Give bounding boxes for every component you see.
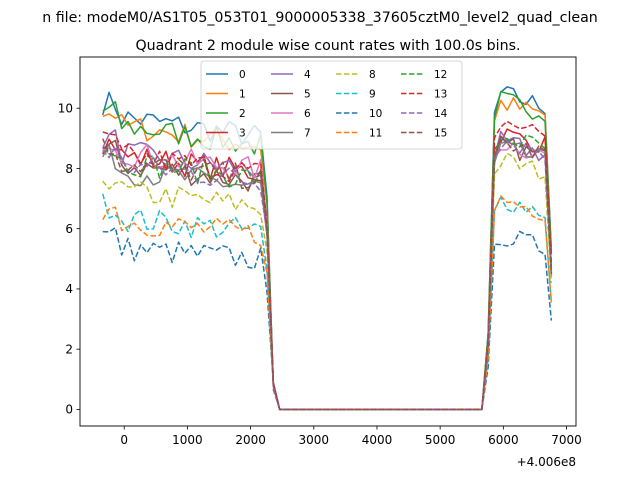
x-tick-label: 0 [120, 433, 128, 447]
x-tick-label: 1000 [172, 433, 203, 447]
legend-label: 1 [239, 89, 246, 101]
y-axis: 0 2 4 6 8 10 [58, 102, 80, 417]
y-tick-label: 4 [65, 282, 73, 296]
series-layer [102, 86, 553, 411]
x-offset-label: +4.006e8 [517, 455, 576, 469]
chart-title: Quadrant 2 module wise count rates with … [135, 38, 520, 54]
y-tick-label: 10 [58, 102, 73, 116]
x-tick-label: 5000 [425, 433, 456, 447]
x-tick-label: 3000 [299, 433, 330, 447]
legend-label: 8 [369, 69, 376, 81]
y-tick-label: 6 [65, 222, 73, 236]
legend-label: 9 [369, 89, 376, 101]
y-tick-label: 8 [65, 162, 73, 176]
legend-label: 6 [304, 108, 311, 120]
x-tick-label: 6000 [488, 433, 519, 447]
legend-label: 12 [434, 69, 447, 81]
legend-label: 4 [304, 69, 311, 81]
legend-label: 5 [304, 89, 311, 101]
legend-label: 10 [369, 108, 382, 120]
legend-label: 3 [239, 128, 246, 140]
x-tick-label: 7000 [551, 433, 582, 447]
legend-label: 7 [304, 128, 311, 140]
y-tick-label: 2 [65, 342, 73, 356]
figure-suptitle: n file: modeM0/AS1T05_053T01_9000005338_… [42, 10, 598, 26]
series-line-15 [102, 136, 553, 411]
legend-label: 11 [369, 128, 382, 140]
legend-frame [200, 60, 463, 150]
y-tick-label: 0 [65, 403, 73, 417]
legend-label: 0 [239, 69, 246, 81]
legend-label: 13 [434, 89, 447, 101]
legend-label: 14 [434, 108, 448, 120]
plot-frame [79, 56, 577, 427]
legend-label: 2 [239, 108, 246, 120]
legend-label: 15 [434, 128, 447, 140]
x-tick-label: 4000 [362, 433, 393, 447]
x-axis: 0 1000 2000 3000 4000 5000 6000 7000 [120, 426, 582, 447]
x-tick-label: 2000 [235, 433, 266, 447]
